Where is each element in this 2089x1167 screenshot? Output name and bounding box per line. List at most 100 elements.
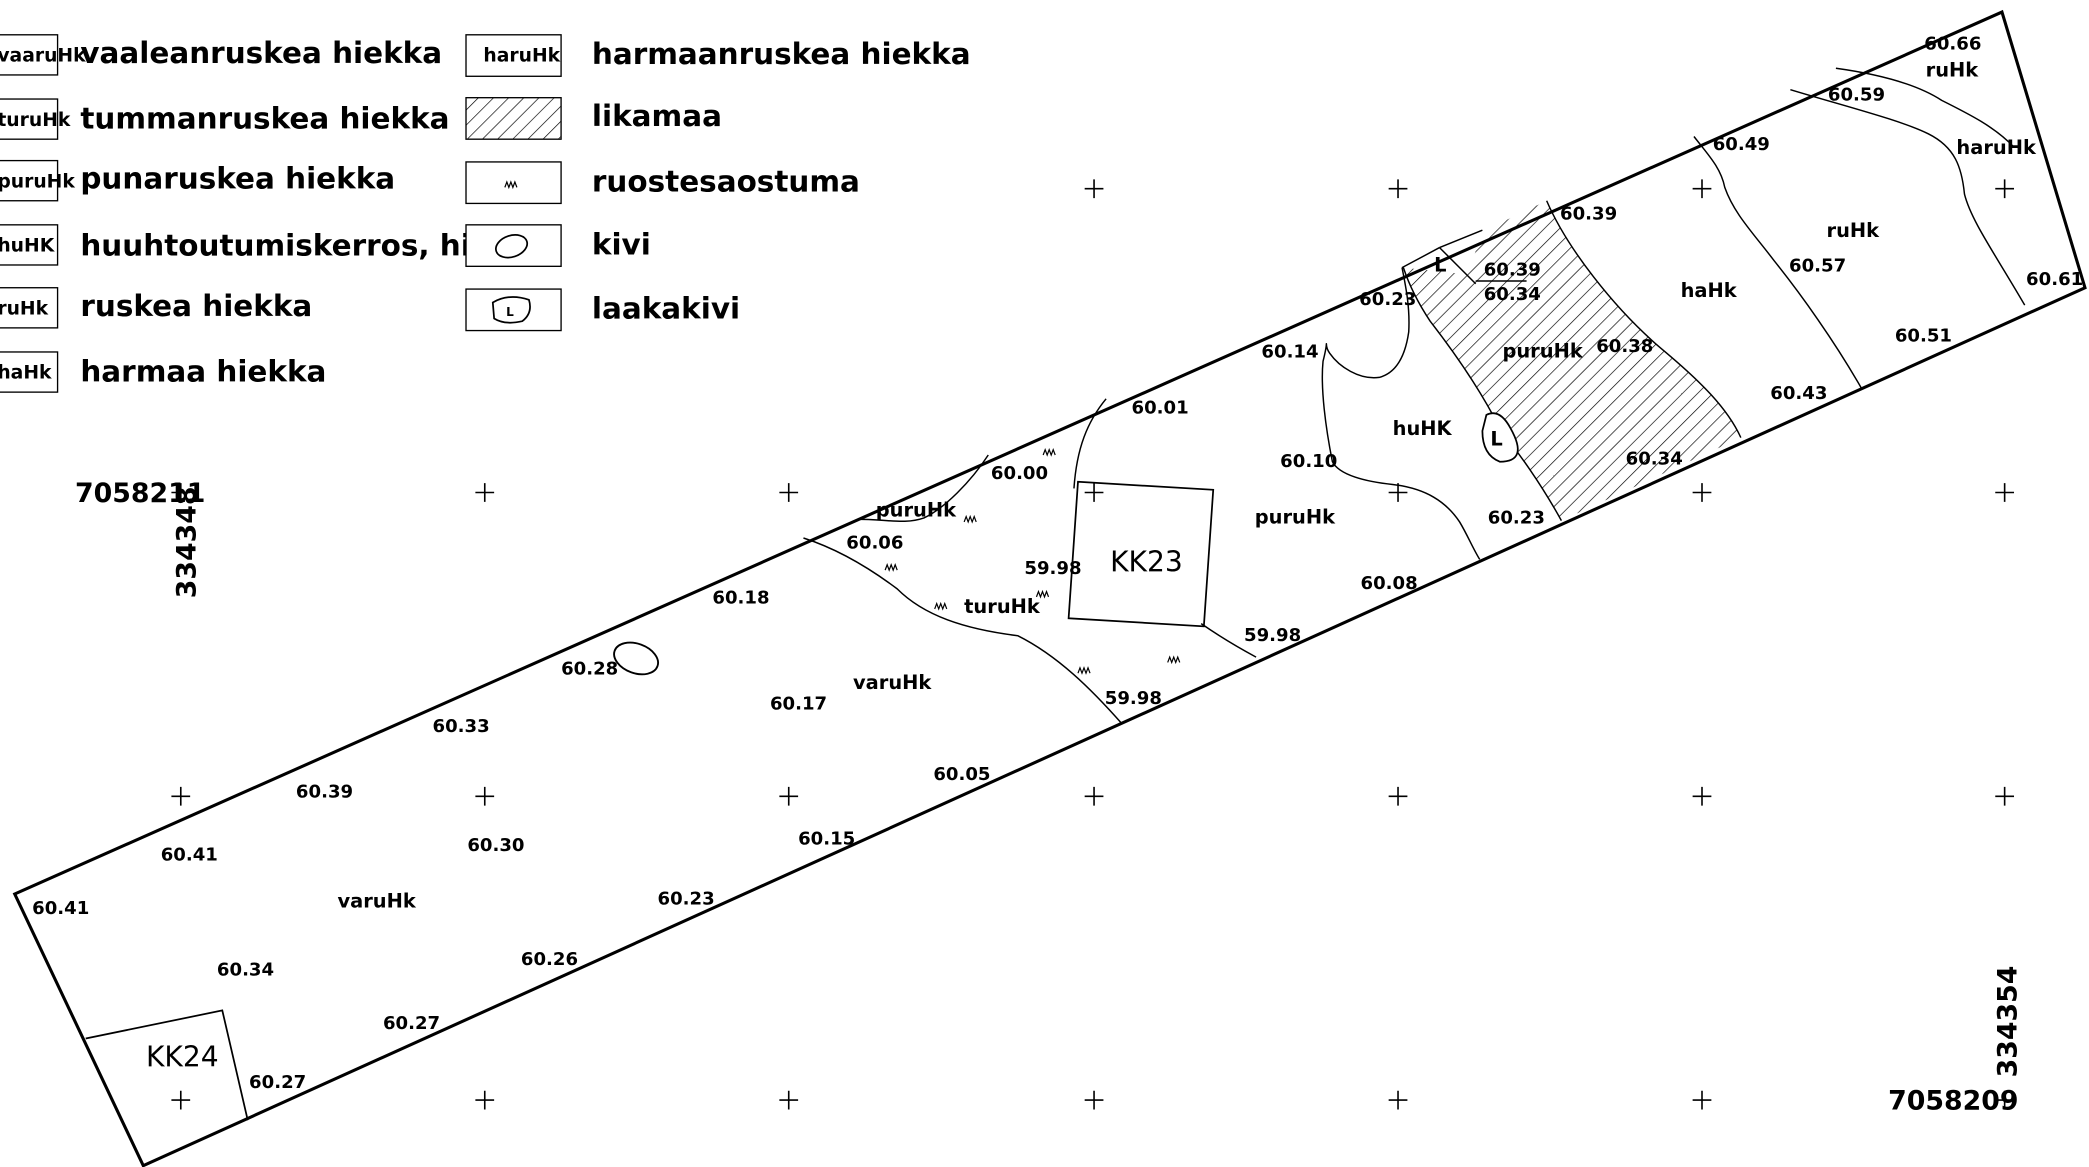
legend-code: L (506, 305, 514, 319)
rust-deposit-icon (963, 514, 977, 524)
elevation-value: 60.38 (1596, 336, 1653, 357)
legend-label: ruskea hiekka (80, 289, 312, 323)
rust-deposit-icon (504, 180, 518, 190)
legend-label: laakakivi (592, 292, 740, 326)
elevation-value: 60.30 (467, 835, 524, 856)
elevation-value: 60.34 (217, 960, 274, 981)
soil-label: varuHk (337, 889, 416, 912)
legend-label: harmaa hiekka (80, 354, 326, 388)
rust-deposit-icon (1042, 447, 1056, 457)
legend-item-haruHk: haruHk harmaanruskea hiekka (465, 34, 971, 77)
legend-code: vaaruHk (0, 46, 86, 67)
excavation-border (12, 9, 2087, 1167)
map-legend: vaaruHk vaaleanruskea hiekka turuHk tumm… (0, 34, 971, 393)
elevation-value: 60.17 (770, 693, 827, 714)
rust-deposit-icon (1077, 666, 1091, 675)
elevation-value: 60.43 (1770, 383, 1827, 404)
elevation-value: 60.23 (1488, 507, 1545, 528)
elevation-value: 59.98 (1024, 558, 1081, 579)
test-pit-kk23: KK23 (1067, 480, 1215, 628)
legend-code: huHK (0, 236, 56, 257)
elevation-value: 60.33 (433, 716, 490, 737)
flat-stone-label: L (1434, 254, 1446, 277)
elevation-value: 60.57 (1789, 256, 1846, 277)
soil-label: varuHk (853, 671, 932, 694)
elevation-value: 60.49 (1713, 134, 1770, 155)
elevation-value: 60.39 (296, 782, 353, 803)
elevation-value: 60.61 (2026, 269, 2083, 290)
legend-code: haruHk (483, 46, 560, 67)
soil-label: haHk (1681, 279, 1738, 302)
soil-label: haruHk (1956, 136, 2037, 159)
likamaa-boundary (1545, 200, 1742, 438)
coord-north-top: 7058211 (75, 478, 205, 509)
legend-item-kivi: kivi (465, 224, 651, 267)
flat-stone-marker: L (1481, 412, 1519, 463)
elevation-value: 60.10 (1280, 451, 1337, 472)
grid-crosses (171, 179, 2015, 1110)
stone-icon (613, 641, 659, 676)
coordinate-labels: 7058211 334348 7058209 334354 (75, 478, 2024, 1117)
soil-labels: ruHk haruHk ruHk haHk puruHk huHK puruHk… (337, 58, 2037, 912)
legend-label: harmaanruskea hiekka (592, 37, 971, 71)
rust-deposit-symbols (884, 447, 1181, 675)
legend-label: vaaleanruskea hiekka (80, 36, 442, 70)
elevation-value: 60.41 (161, 845, 218, 866)
soil-label: puruHk (1502, 339, 1583, 362)
soil-label: ruHk (1827, 219, 1881, 242)
elevation-value: 60.14 (1261, 341, 1318, 362)
elevation-value: 60.18 (712, 588, 769, 609)
elevation-value: 59.98 (1244, 625, 1301, 646)
elevation-value: 60.59 (1828, 84, 1885, 105)
legend-item-ruostesaostuma: ruostesaostuma (465, 161, 860, 205)
elevation-value: 60.34 (1626, 448, 1683, 469)
elevation-value: 60.28 (561, 659, 618, 680)
flat-stone-label: L (1490, 428, 1502, 451)
elevation-value: 60.27 (249, 1072, 306, 1093)
coord-east-left: 334348 (172, 487, 203, 599)
legend-item-ruHk: ruHk ruskea hiekka (0, 287, 312, 329)
elevation-value: 60.01 (1132, 398, 1189, 419)
elevation-value: 60.00 (991, 463, 1048, 484)
elevation-value: 60.51 (1895, 325, 1952, 346)
legend-item-vaaruHk: vaaruHk vaaleanruskea hiekka (0, 34, 442, 76)
legend-item-puruHk: puruHk punaruskea hiekka (0, 159, 395, 202)
elevation-value: 60.41 (32, 898, 89, 919)
rust-deposit-icon (1167, 655, 1181, 665)
soil-label: huHK (1393, 417, 1453, 440)
legend-code: haHk (0, 363, 52, 384)
likamaa-boundary (1402, 267, 1563, 521)
legend-item-turuHk: turuHk tummanruskea hiekka (0, 98, 450, 140)
legend-code: turuHk (0, 110, 71, 131)
elevation-value: 60.34 (1484, 284, 1541, 305)
test-pit-label: KK23 (1110, 545, 1183, 578)
elevation-value: 59.98 (1105, 688, 1162, 709)
elevation-value: 60.23 (657, 889, 714, 910)
coord-north-bottom: 7058209 (1888, 1085, 2018, 1116)
elevation-value: 60.05 (933, 764, 990, 785)
rust-deposit-icon (884, 563, 898, 572)
legend-code: ruHk (0, 299, 49, 320)
elevation-value: 60.39 (1560, 203, 1617, 224)
legend-label: tummanruskea hiekka (80, 101, 449, 135)
soil-label: puruHk (1255, 505, 1336, 528)
elevation-values: 60.66 60.59 60.49 60.39 60.39 60.34 60.2… (32, 34, 2083, 1094)
legend-item-likamaa: likamaa (465, 97, 722, 140)
test-pit-label: KK24 (146, 1041, 219, 1074)
legend-label: punaruskea hiekka (80, 162, 395, 196)
elevation-value: 60.08 (1361, 573, 1418, 594)
legend-item-laakakivi: L laakakivi (465, 288, 740, 332)
elevation-value: 60.06 (846, 533, 903, 554)
legend-label: likamaa (592, 99, 722, 133)
elevation-value: 60.26 (521, 949, 578, 970)
rust-deposit-icon (934, 601, 948, 611)
flat-stone-icon (491, 296, 531, 324)
flat-stone-marker: L (1434, 254, 1446, 277)
elevation-value: 60.27 (383, 1013, 440, 1034)
soil-label: turuHk (964, 595, 1041, 618)
coord-east-right: 334354 (1993, 966, 2024, 1078)
elevation-value: 60.15 (798, 828, 855, 849)
rust-deposit-icon (1035, 589, 1050, 599)
stone-icon (495, 234, 529, 259)
